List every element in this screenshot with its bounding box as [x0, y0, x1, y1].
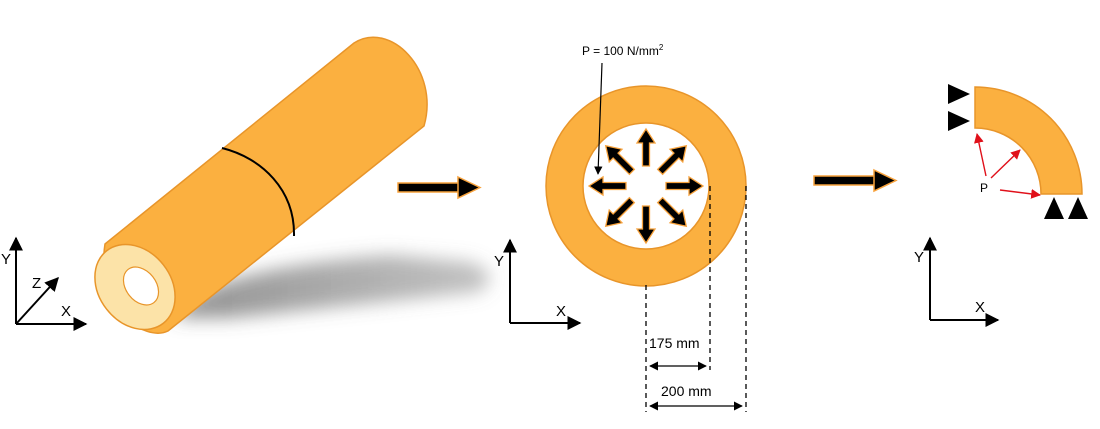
pipe-bore [122, 266, 160, 306]
quarter-model: P [948, 84, 1088, 219]
pressure-arrow-icon [635, 205, 657, 245]
axis-y-label: Y [914, 249, 924, 266]
axis-z-label: Z [32, 275, 41, 292]
pressure-arrow-icon [635, 127, 657, 167]
dim-outer-label: 200 mm [661, 383, 712, 399]
axes-quarter: Y X [914, 236, 1000, 327]
axis-x-label: X [556, 303, 566, 320]
dim-inner-label: 175 mm [649, 335, 700, 351]
pressure-arrow-icon [656, 196, 688, 228]
axis-y-label: Y [494, 253, 504, 270]
pressure-arrows [587, 127, 705, 245]
section-cut-line [221, 147, 296, 237]
pressure-callout: P = 100 N/mm2 [582, 43, 664, 175]
dimensions: 175 mm 200 mm [645, 186, 747, 412]
pipe-shadow [175, 255, 490, 318]
pressure-arrow-icon [587, 175, 627, 197]
process-arrow-icon [813, 168, 898, 193]
pressure-load-arrows [974, 133, 1041, 199]
pressure-label: P = 100 N/mm2 [582, 43, 664, 58]
process-arrow-icon [397, 175, 482, 200]
pressure-arrow-icon [604, 144, 636, 176]
pressure-p-label: P [980, 181, 988, 195]
pipe-cross-section [545, 85, 747, 287]
pressure-arrow-icon [665, 175, 705, 197]
pressure-arrow-icon [604, 196, 636, 228]
axes-section: Y X [494, 238, 582, 330]
quarter-ring [974, 86, 1083, 195]
axes-3d: Y X Z [1, 236, 88, 331]
pipe-3d [94, 36, 490, 334]
axis-y-label: Y [1, 251, 11, 268]
axis-x-label: X [975, 299, 985, 316]
pressure-arrow-icon [656, 144, 688, 176]
support-triangle-icon [948, 84, 1088, 219]
axis-x-label: X [61, 303, 71, 320]
